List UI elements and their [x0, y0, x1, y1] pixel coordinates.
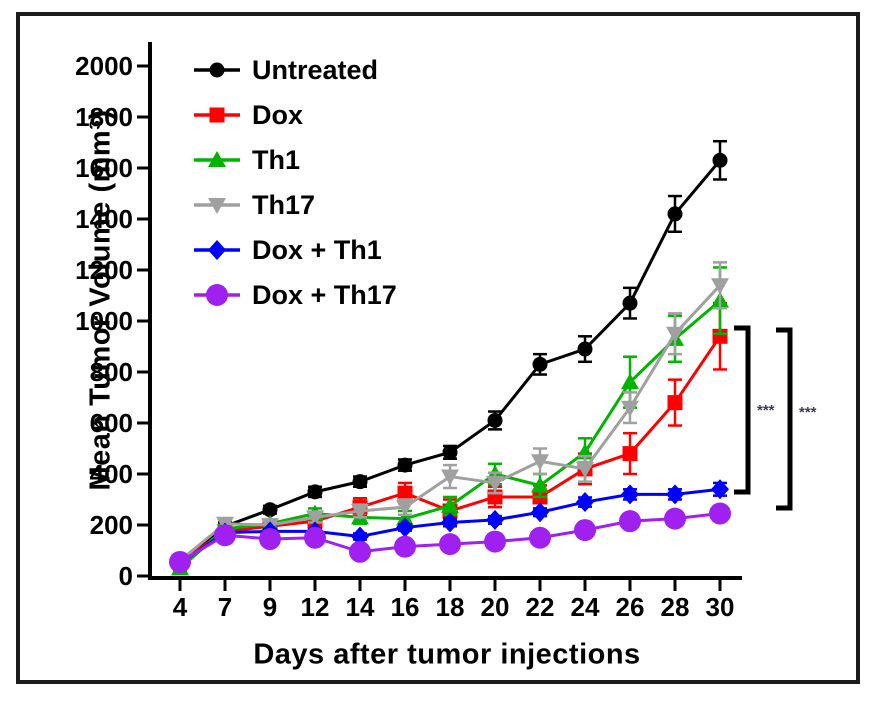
- x-tick-label: 4: [173, 592, 188, 622]
- marker-untreated: [712, 152, 728, 168]
- x-tick-label: 18: [436, 592, 465, 622]
- x-tick-label: 14: [346, 592, 375, 622]
- x-tick-label: 26: [616, 592, 645, 622]
- legend-marker-dox-th17: [206, 284, 228, 306]
- marker-untreated: [397, 457, 413, 473]
- legend-label-dox: Dox: [252, 100, 303, 130]
- legend-label-dox-th1: Dox + Th1: [252, 235, 382, 265]
- significance-stars-1: ***: [757, 402, 775, 419]
- y-axis-title: Mean Tumor Volume (mm³): [84, 109, 117, 491]
- marker-untreated: [667, 206, 683, 222]
- y-tick-label: 800: [90, 357, 133, 387]
- y-tick-label: 1000: [75, 306, 133, 336]
- marker-dox-th17: [529, 526, 551, 549]
- x-tick-label: 7: [218, 592, 232, 622]
- legend-label-th17: Th17: [252, 190, 315, 220]
- marker-untreated: [532, 356, 548, 372]
- marker-untreated: [577, 341, 593, 357]
- marker-untreated: [262, 502, 278, 518]
- marker-th17: [666, 326, 684, 343]
- legend-marker-untreated: [209, 62, 225, 78]
- significance-stars-2: ***: [799, 404, 817, 421]
- legend-label-untreated: Untreated: [252, 55, 378, 85]
- y-tick-label: 400: [90, 459, 133, 489]
- legend-marker-dox-th1: [208, 240, 226, 260]
- x-tick-label: 22: [526, 592, 555, 622]
- marker-th17: [711, 278, 729, 295]
- marker-th17: [621, 400, 639, 417]
- y-tick-label: 1800: [75, 102, 133, 132]
- marker-dox: [397, 485, 413, 501]
- marker-dox-th17: [664, 507, 686, 530]
- y-tick-label: 600: [90, 408, 133, 438]
- marker-untreated: [487, 412, 503, 428]
- legend-marker-th1: [208, 151, 226, 167]
- marker-dox-th17: [394, 535, 416, 558]
- marker-th17: [576, 461, 594, 478]
- marker-th17: [396, 500, 414, 517]
- marker-dox-th1: [531, 502, 549, 523]
- x-tick-label: 28: [661, 592, 690, 622]
- marker-dox-th1: [666, 484, 684, 505]
- marker-dox-th17: [169, 550, 191, 573]
- marker-untreated: [442, 444, 458, 460]
- y-tick-label: 1400: [75, 204, 133, 234]
- marker-untreated: [352, 474, 368, 490]
- marker-untreated: [307, 484, 323, 500]
- marker-dox-th17: [214, 524, 236, 547]
- x-tick-label: 12: [301, 592, 330, 622]
- y-tick-label: 1600: [75, 153, 133, 183]
- y-tick-label: 0: [119, 561, 133, 591]
- marker-dox-th17: [439, 533, 461, 556]
- x-tick-label: 24: [571, 592, 600, 622]
- y-tick-label: 200: [90, 510, 133, 540]
- marker-dox-th1: [396, 517, 414, 538]
- marker-dox-th1: [486, 509, 504, 530]
- marker-dox-th17: [619, 510, 641, 533]
- marker-dox-th1: [621, 484, 639, 505]
- marker-dox: [667, 395, 683, 411]
- legend-label-th1: Th1: [252, 145, 300, 175]
- legend-marker-th17: [208, 198, 226, 214]
- marker-dox-th17: [574, 519, 596, 542]
- marker-dox-th1: [711, 479, 729, 500]
- marker-dox: [622, 446, 638, 462]
- x-tick-label: 20: [481, 592, 510, 622]
- marker-dox-th17: [259, 528, 281, 551]
- legend-marker-dox: [209, 107, 225, 123]
- y-tick-label: 2000: [75, 51, 133, 81]
- marker-untreated: [622, 295, 638, 311]
- marker-th1: [531, 476, 549, 493]
- marker-th1: [621, 373, 639, 390]
- marker-dox-th17: [349, 540, 371, 563]
- x-tick-label: 16: [391, 592, 420, 622]
- x-axis-title: Days after tumor injections: [253, 638, 641, 671]
- marker-th17: [441, 469, 459, 486]
- legend-label-dox-th17: Dox + Th17: [252, 280, 397, 310]
- marker-dox-th17: [304, 526, 326, 549]
- marker-dox-th1: [351, 526, 369, 547]
- marker-th17: [306, 510, 324, 527]
- significance-bracket-1: [734, 325, 751, 495]
- marker-th1: [441, 496, 459, 513]
- marker-th17: [531, 454, 549, 471]
- x-tick-label: 30: [706, 592, 735, 622]
- marker-dox-th1: [576, 492, 594, 513]
- marker-dox-th17: [709, 502, 731, 525]
- marker-dox-th17: [484, 530, 506, 553]
- y-tick-label: 1200: [75, 255, 133, 285]
- marker-dox-th1: [441, 512, 459, 533]
- significance-bracket-2: [776, 327, 793, 511]
- x-tick-label: 9: [263, 592, 277, 622]
- marker-th17: [486, 475, 504, 492]
- marker-th17: [351, 503, 369, 520]
